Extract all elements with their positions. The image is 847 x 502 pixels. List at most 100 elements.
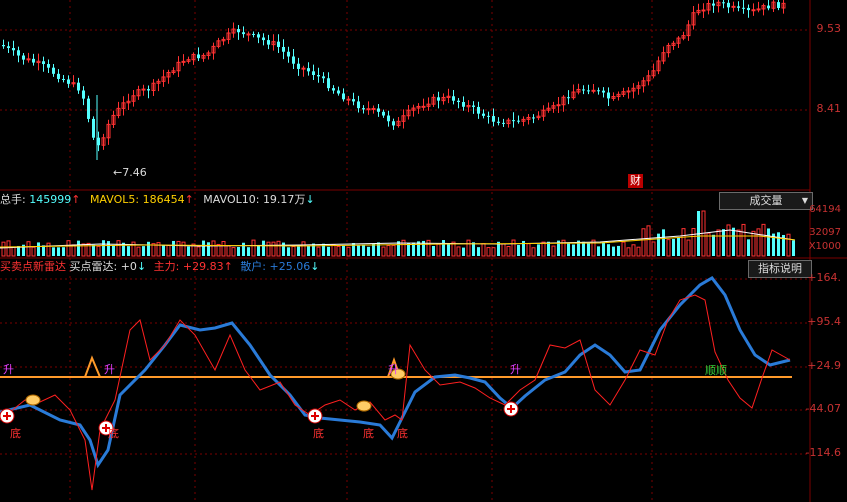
candle-body — [411, 107, 416, 111]
volume-bar — [407, 243, 410, 256]
candle-body — [457, 100, 460, 103]
candle-body — [166, 72, 171, 78]
volume-bar — [506, 246, 511, 257]
candle-body — [282, 46, 285, 52]
volume-bar — [196, 246, 201, 257]
volume-bar — [52, 247, 55, 256]
candle-body — [742, 7, 745, 9]
candle-body — [267, 40, 270, 45]
volume-bar — [442, 240, 445, 256]
candle-body — [12, 48, 15, 51]
candle-body — [626, 90, 631, 93]
candle-body — [506, 119, 511, 125]
candle-body — [332, 88, 335, 91]
cai-badge[interactable]: 财 — [628, 174, 643, 188]
candle-body — [57, 73, 60, 79]
candle-body — [216, 40, 221, 47]
candle-body — [701, 9, 706, 12]
volume-header: 总手: 145999↑ MAVOL5: 186454↑ MAVOL10: 19.… — [0, 193, 315, 207]
candle-body — [151, 82, 156, 91]
indicator-dropdown[interactable]: 成交量 ▼ — [719, 192, 813, 210]
candle-body — [147, 89, 150, 91]
volume-bar — [231, 247, 236, 257]
signal-sheng: 升 — [104, 363, 115, 376]
radar-lines — [0, 276, 792, 491]
volume-bar — [631, 244, 636, 257]
candle-body — [607, 92, 610, 99]
volume-bar — [307, 245, 310, 256]
bottom-signal-icon — [3, 412, 11, 420]
candle-body — [431, 96, 436, 105]
candle-body — [421, 105, 426, 108]
volume-bar — [612, 246, 615, 256]
volume-bar — [607, 244, 610, 256]
volume-bar — [726, 224, 731, 257]
candle-body — [571, 91, 576, 99]
volume-axis-high: 64194 — [809, 204, 841, 215]
volume-bar — [207, 242, 210, 256]
volume-bar — [792, 240, 795, 256]
volume-bar — [86, 242, 91, 257]
volume-bar — [626, 247, 631, 257]
bottom-signal-icon — [311, 412, 319, 420]
volume-bar — [282, 242, 285, 256]
candle-body — [466, 105, 471, 108]
volume-bar — [436, 243, 441, 257]
volume-bar — [202, 240, 205, 256]
volume-bar — [522, 240, 525, 256]
volume-bar — [751, 230, 756, 257]
volume-bar — [686, 239, 691, 257]
volume-bar — [747, 239, 750, 256]
volume-bar — [526, 243, 531, 257]
volume-bar — [187, 246, 190, 256]
volume-bar — [777, 232, 780, 256]
volume-bar — [722, 229, 725, 256]
volume-bar — [226, 245, 231, 257]
candle-body — [401, 115, 406, 122]
volume-bar — [386, 245, 391, 257]
indicator-dropdown-label: 成交量 — [749, 194, 783, 207]
candle-body — [307, 68, 310, 72]
volume-bar — [162, 245, 165, 256]
candle-body — [17, 50, 20, 56]
volume-bar — [756, 228, 761, 257]
candle-body — [252, 33, 255, 35]
volume-bar — [462, 247, 465, 256]
volume-bar — [741, 223, 746, 257]
candle-body — [482, 113, 485, 116]
volume-bar — [602, 241, 605, 256]
volume-bar — [677, 237, 680, 256]
candle-body — [337, 90, 340, 94]
candle-body — [352, 99, 355, 102]
indicator-help-button[interactable]: 指标说明 — [748, 260, 812, 278]
volume-bar — [481, 243, 486, 257]
volume-bar — [587, 243, 590, 256]
volume-bar — [662, 229, 665, 256]
candle-body — [777, 2, 780, 8]
candle-body — [727, 2, 730, 8]
candle-body — [186, 59, 191, 62]
volume-bar — [447, 243, 450, 256]
volume-bar — [156, 242, 161, 257]
candle-body — [696, 9, 701, 14]
volume-bar — [22, 244, 25, 256]
candle-body — [126, 100, 131, 104]
price-axis-mid: 8.41 — [816, 102, 842, 115]
volume-bar — [17, 245, 20, 256]
volume-bar — [322, 243, 325, 256]
volume-bar — [426, 239, 431, 257]
volume-bar — [251, 239, 256, 257]
candle-body — [761, 5, 766, 10]
volume-bar — [486, 247, 491, 257]
candle-body — [497, 121, 500, 123]
candle-body — [77, 82, 80, 91]
volume-bar — [672, 238, 675, 256]
volume-bar — [147, 241, 150, 256]
volume-bar — [547, 241, 550, 256]
candle-body — [681, 35, 686, 39]
volume-bar — [81, 243, 86, 257]
candle-body — [722, 2, 725, 4]
candle-body — [636, 85, 641, 89]
volume-bar — [107, 241, 110, 256]
candle-body — [781, 2, 786, 9]
